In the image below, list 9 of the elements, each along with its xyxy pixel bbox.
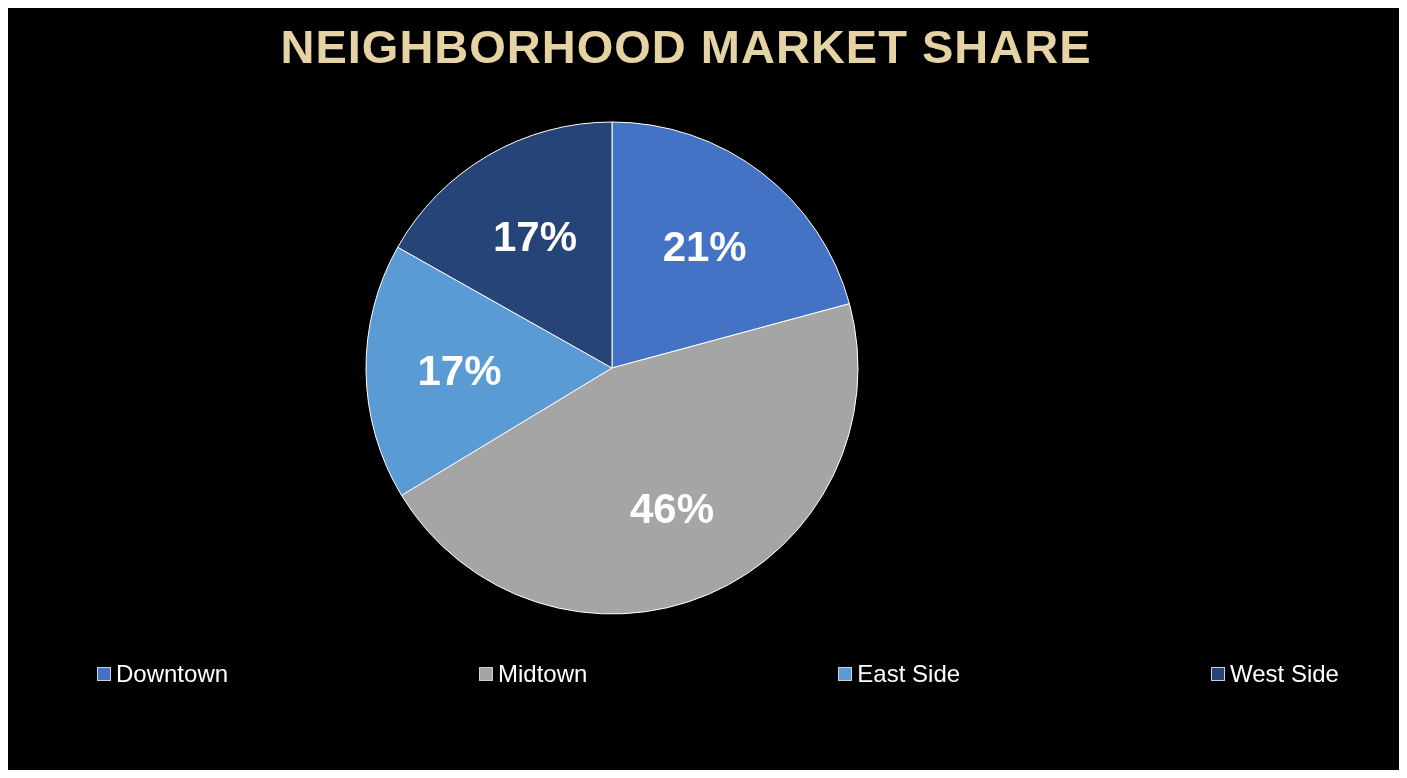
legend-label: Midtown bbox=[498, 660, 588, 688]
data-label: 17% bbox=[493, 212, 578, 260]
legend-label: Downtown bbox=[116, 660, 229, 688]
data-label: 21% bbox=[662, 223, 747, 271]
legend-label: East Side bbox=[857, 660, 961, 688]
data-label: 46% bbox=[629, 484, 715, 532]
chart-title: NEIGHBORHOOD MARKET SHARE bbox=[279, 20, 1093, 73]
legend-label: West Side bbox=[1230, 660, 1339, 688]
data-label: 17% bbox=[417, 346, 502, 394]
